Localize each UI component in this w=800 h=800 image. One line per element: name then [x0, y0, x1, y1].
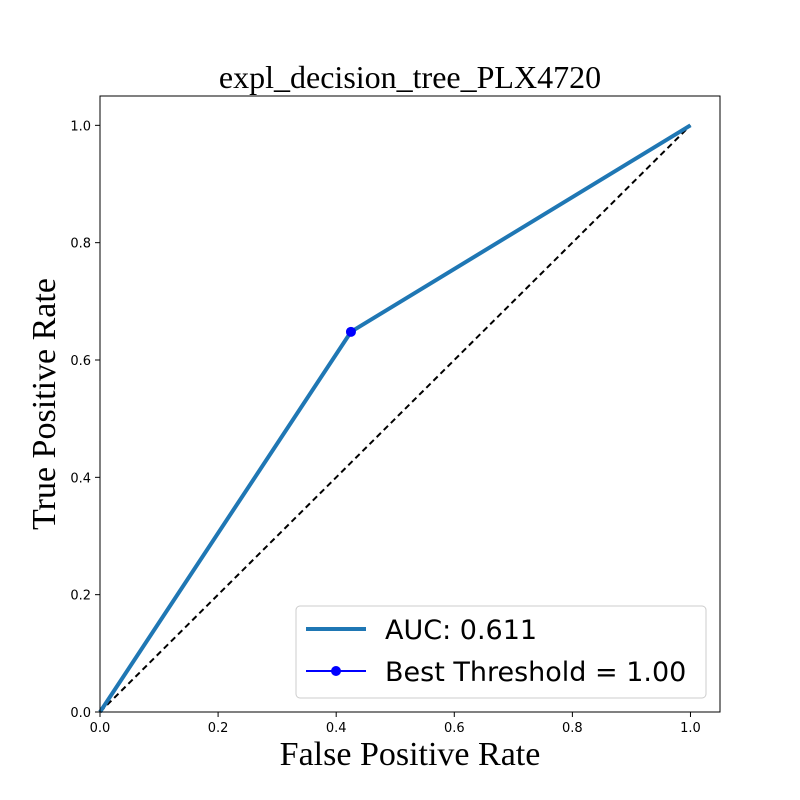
x-tick-label: 0.2 [208, 721, 229, 736]
x-tick-label: 0.8 [562, 721, 583, 736]
x-tick-label: 0.6 [444, 721, 465, 736]
y-tick-label: 0.6 [70, 354, 91, 369]
y-tick-label: 1.0 [70, 119, 91, 134]
x-tick-label: 1.0 [680, 721, 701, 736]
x-axis-ticks: 0.0 0.2 0.4 0.6 0.8 1.0 [90, 712, 701, 736]
plot-frame [99, 95, 721, 713]
y-axis-title: True Positive Rate [26, 278, 63, 530]
chart-title: expl_decision_tree_PLX4720 [219, 59, 601, 95]
plot-area [98, 123, 692, 714]
y-tick-label: 0.4 [70, 471, 91, 486]
y-axis-ticks: 0.0 0.2 0.4 0.6 0.8 1.0 [70, 119, 100, 721]
legend-label-best-threshold: Best Threshold = 1.00 [385, 657, 686, 688]
legend-box [295, 605, 707, 699]
legend: AUC: 0.611 Best Threshold = 1.00 [295, 605, 707, 699]
x-tick-label: 0.0 [90, 721, 111, 736]
y-tick-label: 0.8 [70, 237, 91, 252]
x-tick-label: 0.4 [326, 721, 347, 736]
x-axis-title: False Positive Rate [280, 736, 541, 773]
y-tick-label: 0.2 [70, 589, 91, 604]
reference-diagonal-line [99, 124, 692, 713]
y-tick-label: 0.0 [70, 706, 91, 721]
best-threshold-point [345, 326, 356, 337]
legend-marker-best-threshold [331, 666, 341, 676]
legend-label-auc: AUC: 0.611 [385, 615, 537, 646]
